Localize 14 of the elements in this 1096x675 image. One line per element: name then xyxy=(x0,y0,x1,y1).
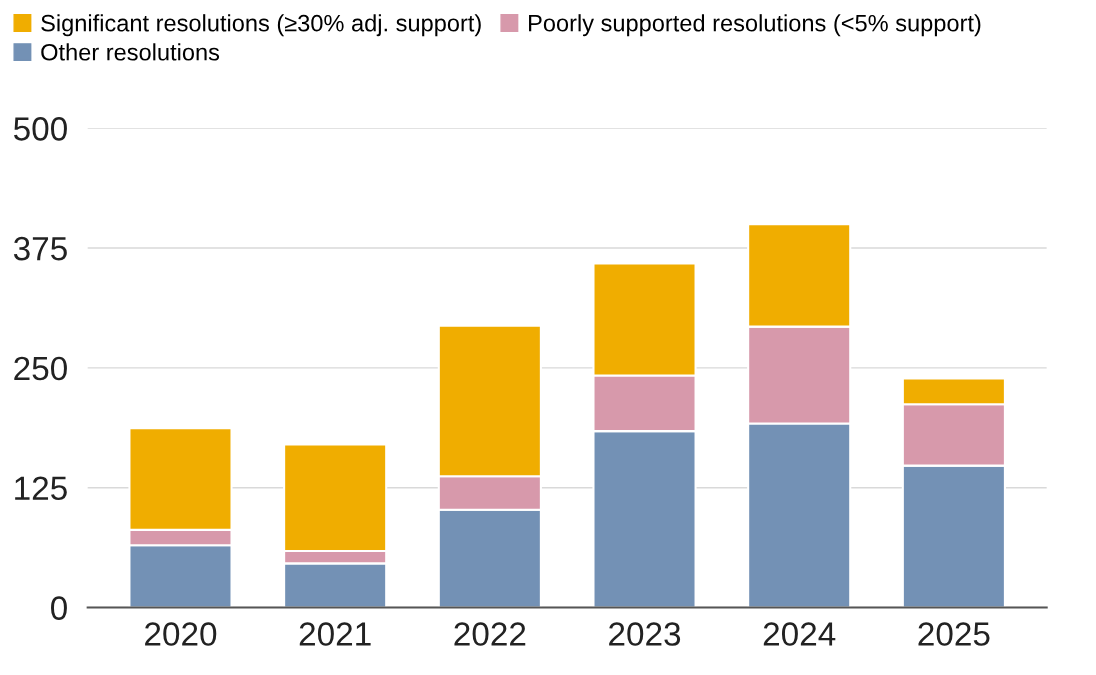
legend-label: Poorly supported resolutions (<5% support) xyxy=(529,14,981,37)
y-tick-label: 0 xyxy=(51,596,67,620)
x-tick-label: 2022 xyxy=(454,622,526,646)
x-tick-label: 2024 xyxy=(763,622,836,646)
x-tick-label: 2020 xyxy=(145,622,217,646)
y-tick-label: 375 xyxy=(13,236,67,261)
legend-label: Significant resolutions (≥30% adj. support) xyxy=(41,14,481,37)
y-tick-label: 250 xyxy=(14,356,67,381)
y-tick-label: 500 xyxy=(13,117,67,141)
y-tick-label: 125 xyxy=(15,476,67,501)
x-tick-label: 2025 xyxy=(918,622,990,646)
legend-label: Other resolutions xyxy=(41,43,220,61)
x-tick-label: 2023 xyxy=(609,622,681,646)
x-tick-label: 2021 xyxy=(299,622,371,646)
